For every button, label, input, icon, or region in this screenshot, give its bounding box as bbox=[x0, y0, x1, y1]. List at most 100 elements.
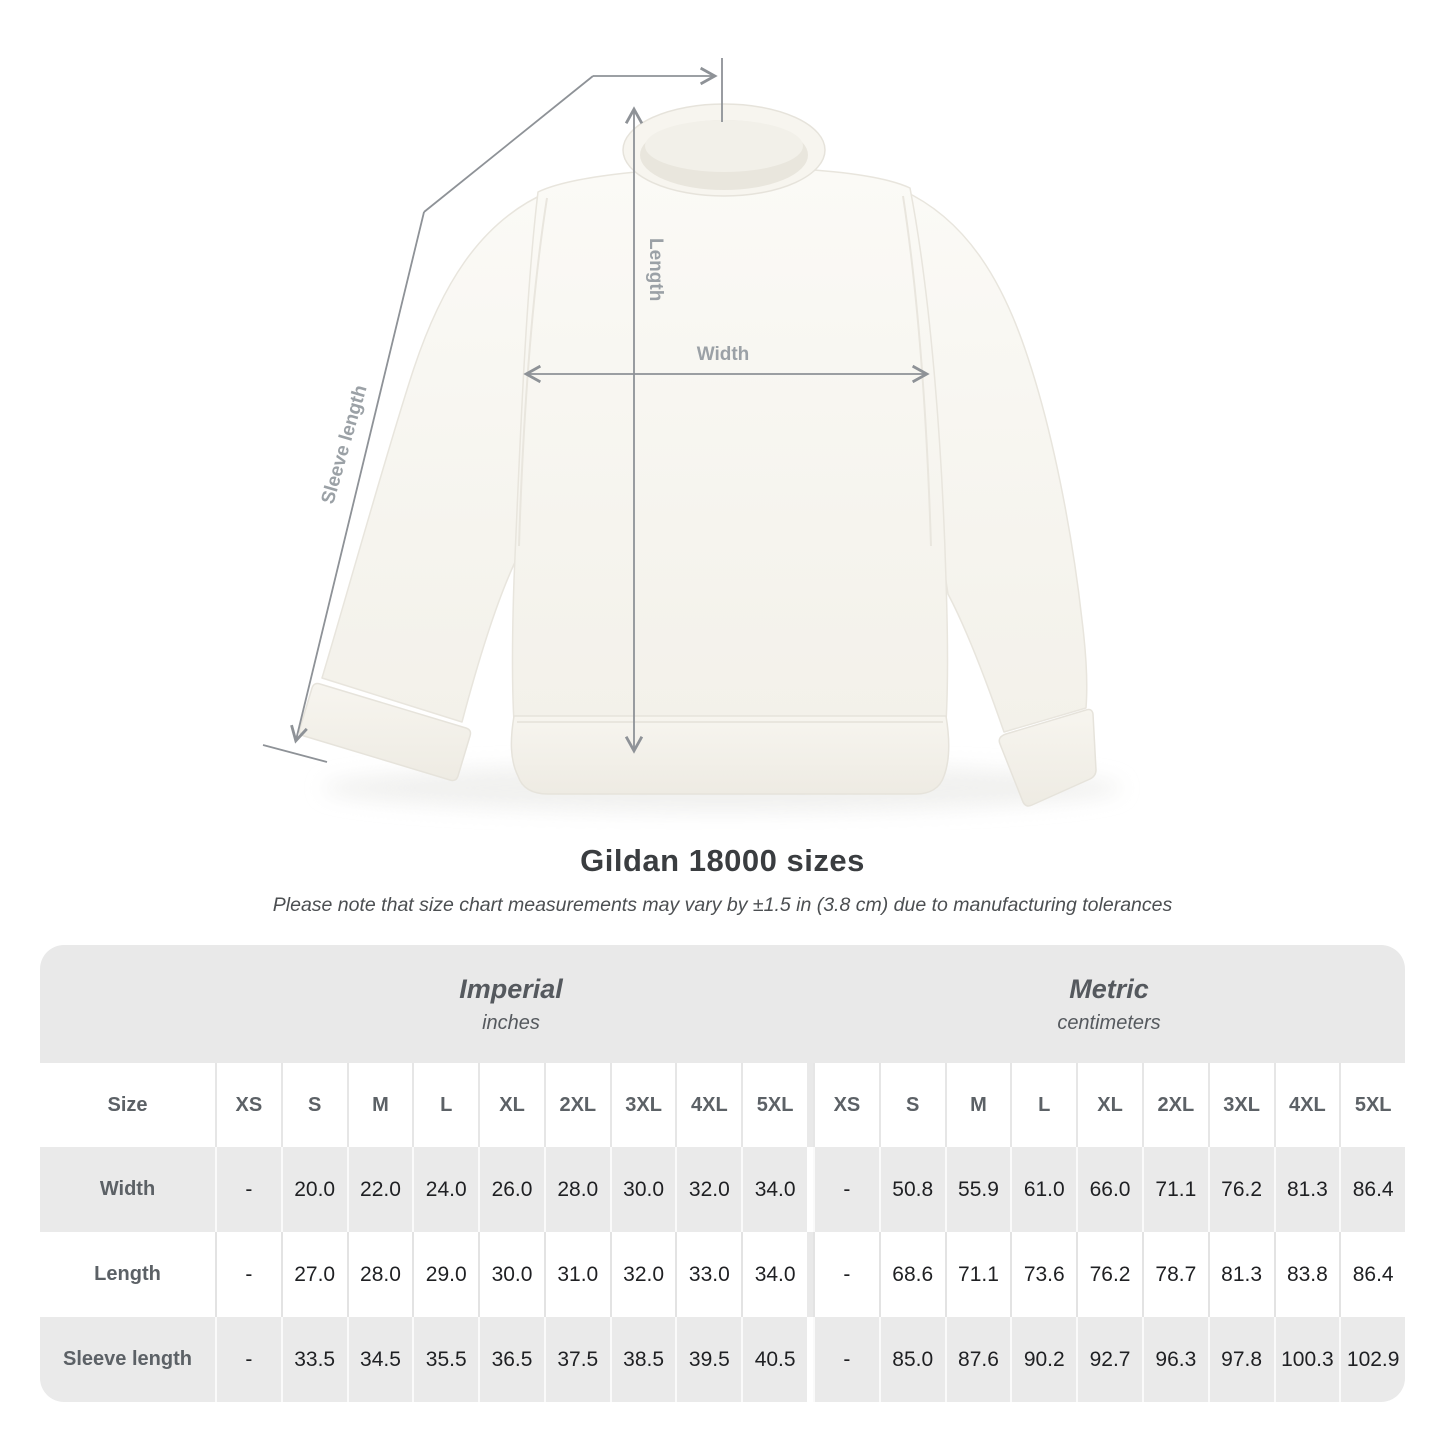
imperial-cell: XS bbox=[215, 1063, 281, 1147]
metric-cell: 3XL bbox=[1207, 1063, 1274, 1147]
metric-cell: 81.3 bbox=[1273, 1147, 1340, 1232]
imperial-cell: 22.0 bbox=[346, 1147, 413, 1232]
imperial-cell: - bbox=[215, 1317, 281, 1402]
unit-divider bbox=[807, 1063, 814, 1147]
size-table-rows: Size XS S M L XL 2XL 3XL 4XL 5XL XS S M L XL 2XL 3XL 4XL 5… bbox=[40, 1063, 1405, 1402]
imperial-cell: M bbox=[346, 1063, 413, 1147]
sleeve-length-dimension-label: Sleeve length bbox=[318, 383, 372, 507]
imperial-cell: 36.5 bbox=[478, 1317, 544, 1402]
unit-divider bbox=[807, 1232, 814, 1317]
metric-cell: 96.3 bbox=[1141, 1317, 1208, 1402]
metric-cell: - bbox=[813, 1317, 879, 1402]
imperial-cell: 32.0 bbox=[675, 1147, 741, 1232]
imperial-label: Imperial bbox=[459, 973, 563, 1004]
metric-cell: 50.8 bbox=[878, 1147, 945, 1232]
imperial-cell: L bbox=[412, 1063, 478, 1147]
imperial-cell: 39.5 bbox=[675, 1317, 741, 1402]
sweatshirt-photo bbox=[298, 103, 1122, 812]
metric-cell: 83.8 bbox=[1273, 1232, 1340, 1317]
unit-group-header-row: Imperial inches Metric centimeters bbox=[40, 945, 1405, 1063]
metric-cell: 71.1 bbox=[1141, 1147, 1208, 1232]
imperial-cell: S bbox=[280, 1063, 347, 1147]
left-cuff bbox=[298, 682, 472, 782]
size-table: Imperial inches Metric centimeters Size X… bbox=[40, 945, 1405, 1402]
measurement-row: Width -20.0 22.0 24.0 26.0 28.0 30.0 32.0 34.0-5… bbox=[40, 1147, 1405, 1232]
imperial-group-header: Imperial inches bbox=[215, 945, 807, 1063]
size-header-label: Size bbox=[107, 1093, 148, 1116]
metric-cell: 92.7 bbox=[1076, 1317, 1142, 1402]
metric-unit: centimeters bbox=[1057, 1011, 1161, 1034]
metric-cell: 97.8 bbox=[1207, 1317, 1274, 1402]
imperial-cell: 29.0 bbox=[412, 1232, 478, 1317]
metric-cell: 102.9 bbox=[1339, 1317, 1405, 1402]
metric-cell: 100.3 bbox=[1273, 1317, 1340, 1402]
waistband bbox=[510, 715, 950, 795]
metric-cell: 76.2 bbox=[1207, 1147, 1274, 1232]
imperial-cell: - bbox=[215, 1232, 281, 1317]
imperial-cell: 30.0 bbox=[609, 1147, 676, 1232]
metric-cell: - bbox=[813, 1232, 879, 1317]
unit-divider bbox=[807, 1317, 814, 1402]
metric-cell: 86.4 bbox=[1339, 1232, 1405, 1317]
metric-cell: 78.7 bbox=[1141, 1232, 1208, 1317]
row-label: Length bbox=[94, 1263, 161, 1285]
group-header-spacer bbox=[40, 945, 215, 1063]
metric-group-header: Metric centimeters bbox=[813, 945, 1405, 1063]
metric-cell: 76.2 bbox=[1076, 1232, 1142, 1317]
measurement-arrows bbox=[262, 58, 930, 763]
unit-divider bbox=[807, 1147, 814, 1232]
metric-cell: 2XL bbox=[1141, 1063, 1208, 1147]
imperial-cell: 28.0 bbox=[543, 1147, 610, 1232]
sweatshirt-measurement-diagram: Width Length Sleeve length bbox=[262, 58, 1122, 812]
page-title: Gildan 18000 sizes bbox=[580, 843, 865, 878]
imperial-cell: 20.0 bbox=[280, 1147, 347, 1232]
metric-cell: 85.0 bbox=[878, 1317, 945, 1402]
imperial-cell: 27.0 bbox=[280, 1232, 347, 1317]
metric-cell: 73.6 bbox=[1010, 1232, 1076, 1317]
imperial-cell: 4XL bbox=[675, 1063, 741, 1147]
metric-cell: M bbox=[944, 1063, 1011, 1147]
metric-cell: XS bbox=[813, 1063, 879, 1147]
imperial-cell: 5XL bbox=[741, 1063, 807, 1147]
metric-cell: 87.6 bbox=[944, 1317, 1011, 1402]
metric-cell: L bbox=[1010, 1063, 1076, 1147]
metric-cell: 61.0 bbox=[1010, 1147, 1076, 1232]
left-armhole-seam bbox=[518, 197, 548, 547]
metric-cell: 5XL bbox=[1339, 1063, 1405, 1147]
metric-cell: 81.3 bbox=[1207, 1232, 1274, 1317]
metric-cell: 71.1 bbox=[944, 1232, 1011, 1317]
imperial-cell: 34.0 bbox=[741, 1232, 807, 1317]
metric-cell: - bbox=[813, 1147, 879, 1232]
imperial-cell: 40.5 bbox=[741, 1317, 807, 1402]
metric-cell: 66.0 bbox=[1076, 1147, 1142, 1232]
metric-cell: 86.4 bbox=[1339, 1147, 1405, 1232]
sleeve-end-tick bbox=[262, 744, 328, 763]
metric-cell: 55.9 bbox=[944, 1147, 1011, 1232]
body-panel bbox=[511, 166, 949, 723]
imperial-cell: 33.0 bbox=[675, 1232, 741, 1317]
imperial-cell: 30.0 bbox=[478, 1232, 544, 1317]
length-dimension-label: Length bbox=[645, 238, 666, 301]
measurement-row: Sleeve length -33.5 34.5 35.5 36.5 37.5 38.5 39… bbox=[40, 1317, 1405, 1402]
sleeve-arrow-shoulder bbox=[423, 75, 594, 213]
inner-back-collar bbox=[645, 120, 803, 172]
right-armhole-seam bbox=[902, 195, 932, 547]
metric-cell: 68.6 bbox=[878, 1232, 945, 1317]
imperial-cell: 34.0 bbox=[741, 1147, 807, 1232]
imperial-unit: inches bbox=[482, 1011, 540, 1034]
imperial-cell: 31.0 bbox=[543, 1232, 610, 1317]
metric-cell: 90.2 bbox=[1010, 1317, 1076, 1402]
metric-cell: S bbox=[878, 1063, 945, 1147]
right-cuff bbox=[998, 708, 1097, 807]
imperial-cell: 37.5 bbox=[543, 1317, 610, 1402]
imperial-cell: 28.0 bbox=[346, 1232, 413, 1317]
imperial-cell: 26.0 bbox=[478, 1147, 544, 1232]
imperial-cell: 33.5 bbox=[280, 1317, 347, 1402]
tolerance-note: Please note that size chart measurements… bbox=[272, 894, 1173, 916]
size-header-row: Size XS S M L XL 2XL 3XL 4XL 5XL XS S M L XL 2XL 3XL 4XL 5… bbox=[40, 1063, 1405, 1147]
width-dimension-label: Width bbox=[697, 344, 750, 365]
imperial-cell: - bbox=[215, 1147, 281, 1232]
metric-cell: XL bbox=[1076, 1063, 1142, 1147]
imperial-cell: 35.5 bbox=[412, 1317, 478, 1402]
